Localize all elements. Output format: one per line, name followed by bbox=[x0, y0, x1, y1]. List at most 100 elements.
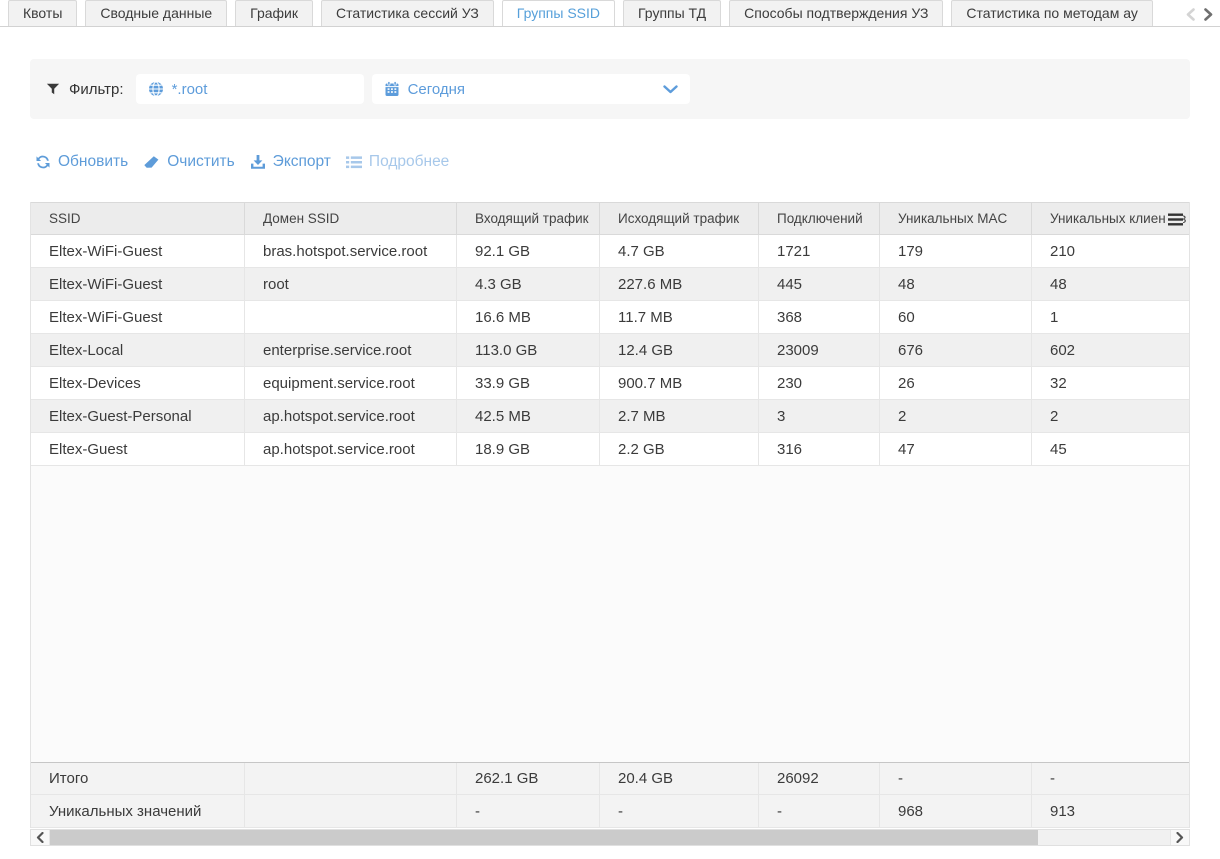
tab-item[interactable]: Группы SSID bbox=[501, 0, 616, 26]
summary-cell: 26092 bbox=[758, 763, 879, 794]
summary-cell: Итого bbox=[49, 770, 89, 787]
table-cell: 179 bbox=[879, 235, 1031, 267]
summary-cell bbox=[244, 763, 456, 794]
tab-scroll-controls bbox=[1181, 8, 1220, 26]
table-cell bbox=[244, 301, 456, 333]
table-cell: Eltex-WiFi-Guest bbox=[49, 308, 163, 326]
ssid-domain-filter-input[interactable]: *.root bbox=[135, 74, 364, 104]
tab-item[interactable]: Квоты bbox=[8, 0, 78, 26]
period-select[interactable]: Сегодня bbox=[371, 74, 690, 104]
table-cell: 11.7 MB bbox=[599, 301, 758, 333]
refresh-label: Обновить bbox=[58, 153, 129, 170]
period-select-value: Сегодня bbox=[407, 80, 466, 98]
summary-cell: - bbox=[456, 795, 599, 827]
table-cell: 23009 bbox=[758, 334, 879, 366]
tab-item[interactable]: График bbox=[235, 0, 314, 26]
tab-item[interactable]: Статистика по методам ау bbox=[951, 0, 1153, 26]
ssid-groups-table: SSID Домен SSID Входящий трафик Исходящий т… bbox=[30, 202, 1190, 828]
column-header[interactable]: Уникальных клиентов bbox=[1031, 203, 1189, 234]
filter-label: Фильтр: bbox=[69, 80, 124, 98]
table-row: Eltex-WiFi-Guest 16.6 MB 11.7 MB 368 60 1 bbox=[31, 301, 1189, 334]
table-cell: 48 bbox=[1031, 268, 1189, 300]
column-header[interactable]: Подключений bbox=[758, 203, 879, 234]
table-cell: 16.6 MB bbox=[456, 301, 599, 333]
summary-cell: 262.1 GB bbox=[456, 763, 599, 794]
table-cell: 113.0 GB bbox=[456, 334, 599, 366]
refresh-button[interactable]: Обновить bbox=[35, 153, 128, 171]
table-cell: 2.7 MB bbox=[599, 400, 758, 432]
scrollbar-thumb[interactable] bbox=[50, 830, 1038, 845]
filter-icon bbox=[46, 82, 60, 96]
summary-cell: 20.4 GB bbox=[599, 763, 758, 794]
column-header[interactable]: Уникальных MAC bbox=[879, 203, 1031, 234]
table-cell: 48 bbox=[879, 268, 1031, 300]
table-cell: Eltex-Guest bbox=[49, 440, 128, 458]
summary-cell bbox=[244, 795, 456, 827]
column-header[interactable]: SSID bbox=[49, 211, 81, 226]
tab-item[interactable]: Сводные данные bbox=[85, 0, 228, 26]
globe-icon bbox=[148, 81, 164, 97]
table-cell: 3 bbox=[758, 400, 879, 432]
table-row: Eltex-Devices equipment.service.root 33.9 … bbox=[31, 367, 1189, 400]
column-header[interactable]: Входящий трафик bbox=[456, 203, 599, 234]
table-cell: 227.6 MB bbox=[599, 268, 758, 300]
clear-button[interactable]: Очистить bbox=[143, 153, 235, 171]
tab-bar: Квоты Сводные данные График Статистика сесс… bbox=[0, 0, 1220, 27]
table-cell: 60 bbox=[879, 301, 1031, 333]
scroll-left-icon[interactable] bbox=[31, 830, 50, 845]
table-cell: equipment.service.root bbox=[244, 367, 456, 399]
column-header[interactable]: Домен SSID bbox=[244, 203, 456, 234]
table-header-row: SSID Домен SSID Входящий трафик Исходящий т… bbox=[31, 202, 1189, 235]
table-cell: bras.hotspot.service.root bbox=[244, 235, 456, 267]
summary-cell: 968 bbox=[879, 795, 1031, 827]
table-cell: Eltex-Local bbox=[49, 341, 124, 359]
details-button[interactable]: Подробнее bbox=[345, 153, 450, 171]
calendar-icon bbox=[384, 81, 400, 97]
summary-cell: Уникальных значений bbox=[49, 802, 202, 820]
table-cell: Eltex-Guest-Personal bbox=[49, 407, 192, 425]
clear-label: Очистить bbox=[167, 153, 235, 170]
table-cell: 445 bbox=[758, 268, 879, 300]
tab-item[interactable]: Статистика сессий УЗ bbox=[321, 0, 494, 26]
table-footer: Итого 262.1 GB 20.4 GB 26092- - Уникальных зн… bbox=[31, 762, 1189, 828]
tab-item[interactable]: Способы подтверждения УЗ bbox=[729, 0, 944, 26]
table-cell: 42.5 MB bbox=[456, 400, 599, 432]
tab-list: Квоты Сводные данные График Статистика сесс… bbox=[8, 0, 1181, 26]
table-cell: 33.9 GB bbox=[456, 367, 599, 399]
horizontal-scrollbar bbox=[30, 829, 1190, 846]
scroll-right-icon[interactable] bbox=[1170, 830, 1189, 845]
ssid-domain-filter-value: *.root bbox=[171, 80, 208, 98]
table-cell: enterprise.service.root bbox=[244, 334, 456, 366]
table-cell: 92.1 GB bbox=[456, 235, 599, 267]
summary-row: Уникальных значений - - -968 913 bbox=[31, 795, 1189, 828]
tab-item[interactable]: Группы ТД bbox=[623, 0, 722, 26]
table-cell: 12.4 GB bbox=[599, 334, 758, 366]
table-cell: 26 bbox=[879, 367, 1031, 399]
summary-cell: - bbox=[758, 795, 879, 827]
summary-row: Итого 262.1 GB 20.4 GB 26092- - bbox=[31, 762, 1189, 795]
summary-cell: 913 bbox=[1031, 795, 1189, 827]
tabs-scroll-right-icon[interactable] bbox=[1203, 8, 1214, 21]
summary-cell: - bbox=[879, 763, 1031, 794]
toolbar: Обновить Очистить Экспорт Подробнее bbox=[35, 152, 1220, 172]
table-cell: Eltex-WiFi-Guest bbox=[49, 275, 163, 293]
tabs-scroll-left-icon[interactable] bbox=[1185, 8, 1196, 21]
columns-menu-icon[interactable] bbox=[1165, 213, 1183, 226]
scrollbar-track[interactable] bbox=[1038, 830, 1170, 845]
table-row: Eltex-Guest-Personal ap.hotspot.service.r… bbox=[31, 400, 1189, 433]
table-cell: 47 bbox=[879, 433, 1031, 465]
table-cell: 900.7 MB bbox=[599, 367, 758, 399]
table-cell: 602 bbox=[1031, 334, 1189, 366]
list-icon bbox=[345, 155, 362, 170]
table-cell: ap.hotspot.service.root bbox=[244, 433, 456, 465]
export-button[interactable]: Экспорт bbox=[250, 153, 331, 171]
column-header[interactable]: Исходящий трафик bbox=[599, 203, 758, 234]
table-cell: ap.hotspot.service.root bbox=[244, 400, 456, 432]
table-row: Eltex-WiFi-Guest bras.hotspot.service.roo… bbox=[31, 235, 1189, 268]
table-cell: 2.2 GB bbox=[599, 433, 758, 465]
table-cell: 45 bbox=[1031, 433, 1189, 465]
table-cell: 2 bbox=[1031, 400, 1189, 432]
details-label: Подробнее bbox=[368, 153, 450, 170]
table-cell: 4.7 GB bbox=[599, 235, 758, 267]
filter-panel: Фильтр: *.root Сегодня bbox=[30, 59, 1190, 119]
